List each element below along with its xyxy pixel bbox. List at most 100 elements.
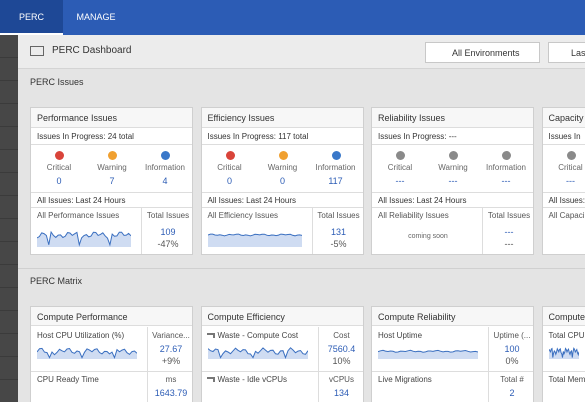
level-label: Warning (438, 163, 468, 172)
card-title: Efficiency Issues (201, 108, 363, 128)
level-label: Information (315, 163, 356, 172)
status-icon (396, 151, 405, 160)
divider (201, 207, 363, 208)
metric-value: 2 (509, 388, 515, 398)
level-label: Warning (97, 163, 127, 172)
status-icon (108, 151, 117, 160)
card-title: Compute Reliability (372, 307, 533, 326)
sidebar-item[interactable] (0, 288, 18, 310)
section-title: PERC Issues (30, 77, 84, 87)
sparkline-graphic (36, 230, 132, 247)
card-title: Capacity (542, 108, 585, 128)
nav-tab[interactable]: MANAGE (76, 12, 116, 22)
issue-card[interactable]: Efficiency Issues Issues In Progress: 117… (200, 107, 364, 255)
matrix-card[interactable]: Compute Reliability Host Uptime Uptime (..… (371, 306, 534, 402)
divider (372, 192, 533, 193)
sidebar-item[interactable] (0, 35, 18, 57)
divider (31, 207, 192, 208)
spark-label: All Performance Issues (37, 211, 120, 220)
section-title: PERC Matrix (30, 276, 83, 286)
sparkline (36, 345, 138, 361)
sidebar-item[interactable] (0, 265, 18, 287)
metric-unit: Variance... (152, 331, 190, 340)
metric-unit: vCPUs (329, 375, 354, 384)
issue-card[interactable]: Performance Issues Issues In Progress: 24… (30, 107, 193, 255)
metric-name: Total CPU (548, 331, 585, 340)
metric-name: CPU Ready Time (37, 375, 99, 384)
column-divider (488, 371, 489, 402)
divider (31, 371, 192, 372)
sparkline (36, 225, 132, 249)
sidebar-item[interactable] (0, 311, 18, 333)
sidebar-item[interactable] (0, 242, 18, 264)
column-divider (317, 327, 319, 371)
card-title: Reliability Issues (372, 108, 533, 128)
sidebar-item[interactable] (0, 196, 18, 218)
sidebar-item[interactable] (0, 173, 18, 195)
progress-text: Issues In Progress: 24 total (37, 132, 134, 141)
divider (31, 144, 192, 145)
matrix-card[interactable]: Compute Efficiency Waste - Compute Cost Co… (200, 306, 364, 402)
metric-name: Waste - Idle vCPUs (217, 375, 288, 384)
footer-text: All Issues: Last 24 Hours (207, 196, 296, 205)
level-value: 7 (109, 176, 115, 186)
footer-text: All Issues: Last 24 Hours (37, 196, 126, 205)
sidebar-item[interactable] (0, 58, 18, 80)
sparkline-graphic (548, 347, 579, 359)
metric-name: Host Uptime (378, 331, 423, 340)
sparkline-graphic (207, 347, 308, 360)
page-title: PERC Dashboard (52, 45, 132, 56)
sidebar-item[interactable] (0, 81, 18, 103)
matrix-card[interactable]: Compute Performance Host CPU Utilization … (30, 306, 193, 402)
metric-name: Total Mem (548, 375, 585, 384)
time-dropdown[interactable]: Las (548, 42, 585, 63)
sparkline (207, 225, 302, 249)
card-title: Compute (542, 307, 585, 326)
metric-value: 134 (333, 388, 350, 398)
metric-value: 100 (504, 344, 520, 354)
environment-dropdown[interactable]: All Environments (425, 42, 540, 63)
issue-card[interactable]: Reliability Issues Issues In Progress: --… (371, 107, 534, 255)
level-value: --- (395, 176, 405, 186)
total-label: Total Issues (487, 211, 531, 220)
spark-line (36, 230, 132, 247)
total-value: --- (504, 227, 514, 237)
header-icon (30, 46, 44, 56)
spark-line (207, 233, 302, 237)
spark-line (36, 347, 138, 359)
column-divider (141, 207, 142, 254)
level-value: 0 (226, 176, 232, 186)
spark-line (207, 347, 308, 360)
divider (542, 192, 585, 193)
column-divider (482, 207, 483, 254)
sparkline (207, 345, 308, 361)
level-value: 0 (279, 176, 285, 186)
sidebar-item[interactable] (0, 334, 18, 356)
column-divider (488, 327, 489, 371)
coming-soon: coming soon (408, 233, 448, 240)
sidebar-item[interactable] (0, 104, 18, 126)
total-label: Total Issues (317, 211, 360, 220)
divider (372, 207, 533, 208)
divider (372, 371, 533, 372)
change-value: --- (504, 239, 514, 249)
metric-value: 1643.79 (154, 388, 188, 398)
matrix-card[interactable]: Compute Total CPU Total Mem (541, 306, 585, 402)
card-title: Compute Efficiency (201, 307, 363, 326)
level-label: Critical (387, 163, 413, 172)
sidebar-item[interactable] (0, 219, 18, 241)
metric-name: Waste - Compute Cost (217, 331, 299, 340)
sidebar-item[interactable] (0, 357, 18, 379)
sidebar-item[interactable] (0, 150, 18, 172)
nav-tab[interactable]: PERC (0, 0, 63, 35)
level-value: 0 (56, 176, 62, 186)
card-title: Performance Issues (31, 108, 192, 128)
level-label: Information (144, 163, 186, 172)
sidebar-item[interactable] (0, 380, 18, 402)
spark-area (207, 234, 302, 247)
divider (201, 192, 363, 193)
sidebar-item[interactable] (0, 127, 18, 149)
issue-card[interactable]: Capacity Issues In Critical --- All Issues: A… (541, 107, 585, 255)
sparkline-graphic (36, 347, 138, 359)
